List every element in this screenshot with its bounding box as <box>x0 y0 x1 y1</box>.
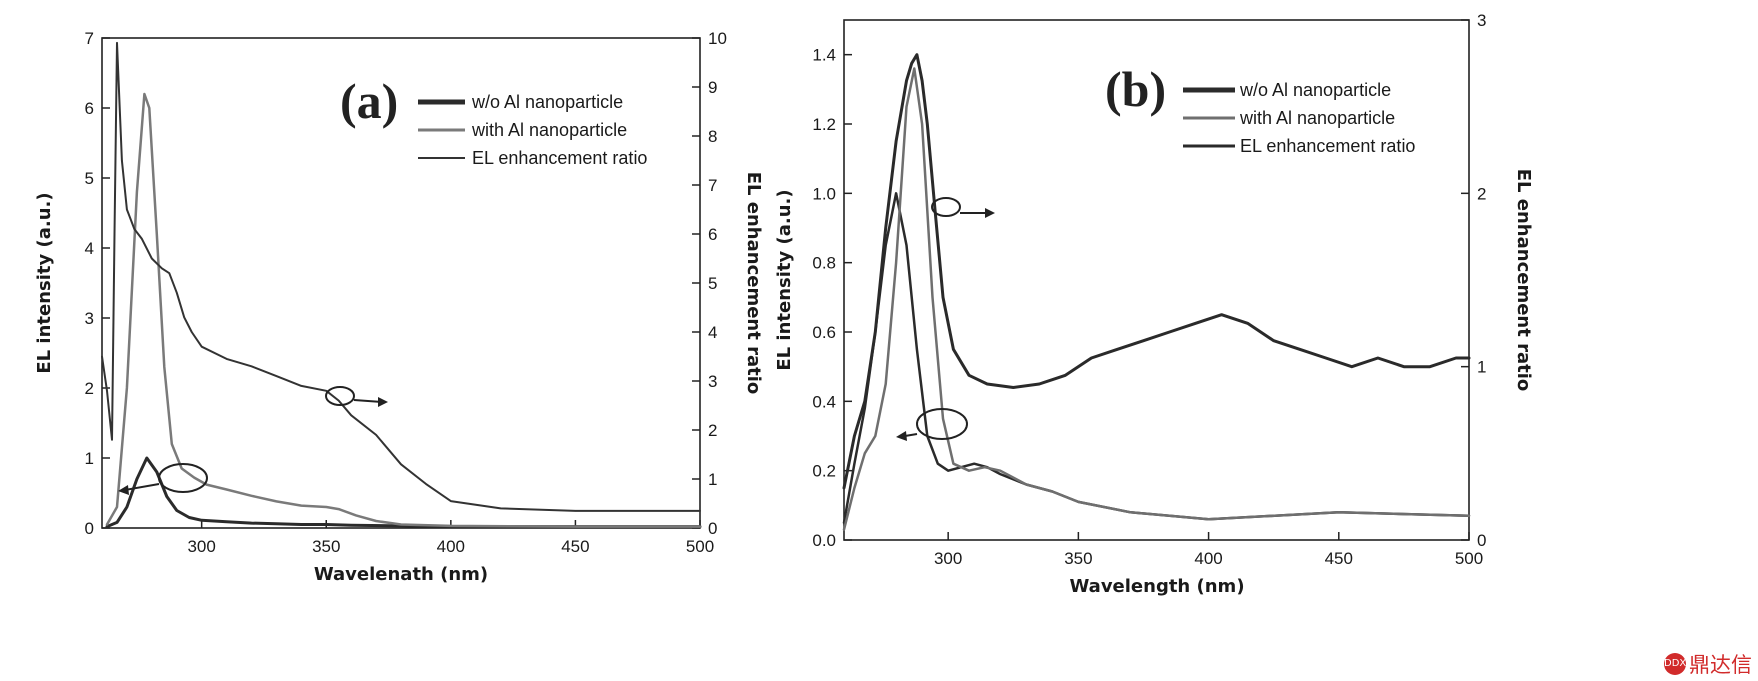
watermark: DDX 鼎达信 <box>1664 649 1752 679</box>
y2-tick-labels: 0 1 2 3 4 5 6 7 8 9 10 <box>708 29 727 538</box>
chart-panel-b: 300 350 400 450 500 0.0 0.2 0.4 0.6 0.8 1.0 1.2 1.4… <box>774 11 1534 597</box>
y2-tick-label: 6 <box>708 225 717 244</box>
watermark-logo-icon: DDX <box>1664 653 1686 675</box>
y2-tick-labels: 0 1 2 3 <box>1477 11 1486 550</box>
y-tick-label: 0.0 <box>812 531 836 550</box>
legend-label-with: with Al nanoparticle <box>471 120 627 140</box>
legend-label-wo: w/o Al nanoparticle <box>1239 80 1391 100</box>
x-tick-label: 450 <box>561 537 589 556</box>
y2-tick-label: 7 <box>708 176 717 195</box>
series-line-with-al <box>105 92 702 528</box>
y2-axis-label: EL enhancement ratio <box>1513 169 1534 392</box>
axis-indicator-right <box>325 386 388 407</box>
x-tick-label: 450 <box>1325 549 1353 568</box>
y-tick-label: 0.6 <box>812 323 836 342</box>
y2-tick-label: 2 <box>708 421 717 440</box>
y2-tick-label: 4 <box>708 323 717 342</box>
y2-tick-label: 5 <box>708 274 717 293</box>
x-tick-label: 350 <box>1064 549 1092 568</box>
legend: w/o Al nanoparticle with Al nanoparticle… <box>418 92 647 168</box>
y2-tick-label: 8 <box>708 127 717 146</box>
x-tick-label: 500 <box>686 537 714 556</box>
y2-tick-label: 0 <box>1477 531 1486 550</box>
legend-label-with: with Al nanoparticle <box>1239 108 1395 128</box>
x-tick-labels: 300 350 400 450 500 <box>187 537 714 556</box>
y2-tick-label: 9 <box>708 78 717 97</box>
y-tick-label: 1.0 <box>812 184 836 203</box>
y2-tick-label: 2 <box>1477 184 1486 203</box>
series-layer <box>101 41 702 529</box>
series-line-with-al <box>842 67 1471 531</box>
legend-label-ratio: EL enhancement ratio <box>472 148 647 168</box>
y-axis-label: EL intensity (a.u.) <box>34 192 55 373</box>
y-tick-label: 4 <box>85 239 94 258</box>
y-tick-labels: 0 1 2 3 4 5 6 7 <box>85 29 94 538</box>
tick-marks <box>844 19 1470 541</box>
y-tick-label: 0 <box>85 519 94 538</box>
y-tick-label: 1.2 <box>812 115 836 134</box>
y-tick-label: 7 <box>85 29 94 48</box>
y-tick-label: 0.4 <box>812 392 836 411</box>
series-layer <box>842 53 1471 531</box>
y2-axis-label: EL enhancement ratio <box>743 172 764 395</box>
y-tick-label: 0.2 <box>812 462 836 481</box>
axis-indicator-right <box>931 197 995 218</box>
y-tick-label: 1.4 <box>812 46 836 65</box>
y-tick-label: 1 <box>85 449 94 468</box>
y2-tick-label: 10 <box>708 29 727 48</box>
y-tick-labels: 0.0 0.2 0.4 0.6 0.8 1.0 1.2 1.4 <box>812 46 836 550</box>
x-axis-label: Wavelength (nm) <box>1069 576 1244 597</box>
y2-tick-label: 3 <box>708 372 717 391</box>
panel-label: (b) <box>1105 61 1166 117</box>
axis-indicator-left <box>896 408 968 441</box>
series-line-without-al <box>105 456 702 529</box>
series-line-enhancement-ratio <box>842 53 1471 490</box>
x-axis-label: Wavelenath (nm) <box>314 564 488 585</box>
x-tick-label: 400 <box>1194 549 1222 568</box>
y-axis-label: EL intensity (a.u.) <box>774 189 795 370</box>
x-tick-label: 500 <box>1455 549 1483 568</box>
series-line-enhancement-ratio <box>101 41 701 512</box>
tick-marks <box>102 37 701 529</box>
y2-tick-label: 1 <box>708 470 717 489</box>
y-tick-label: 0.8 <box>812 254 836 273</box>
y2-tick-label: 3 <box>1477 11 1486 30</box>
y-tick-label: 5 <box>85 169 94 188</box>
y2-tick-label: 0 <box>708 519 717 538</box>
watermark-text: 鼎达信 <box>1689 653 1752 677</box>
x-tick-label: 350 <box>312 537 340 556</box>
legend-label-wo: w/o Al nanoparticle <box>471 92 623 112</box>
x-tick-label: 300 <box>187 537 215 556</box>
y-tick-label: 6 <box>85 99 94 118</box>
panel-label: (a) <box>340 73 398 129</box>
legend-label-ratio: EL enhancement ratio <box>1240 136 1415 156</box>
x-tick-labels: 300 350 400 450 500 <box>934 549 1483 568</box>
y2-tick-label: 1 <box>1477 358 1486 377</box>
y-tick-label: 2 <box>85 379 94 398</box>
x-tick-label: 400 <box>437 537 465 556</box>
x-tick-label: 300 <box>934 549 962 568</box>
axis-indicator-left <box>118 463 208 495</box>
legend: w/o Al nanoparticle with Al nanoparticle… <box>1183 80 1415 156</box>
plot-frame <box>843 19 1470 541</box>
chart-panel-a: 300 350 400 450 500 0 1 2 3 4 5 6 7 0 1 2 3 4 5 6 7 8 9 10 Wa… <box>34 29 764 585</box>
y-tick-label: 3 <box>85 309 94 328</box>
